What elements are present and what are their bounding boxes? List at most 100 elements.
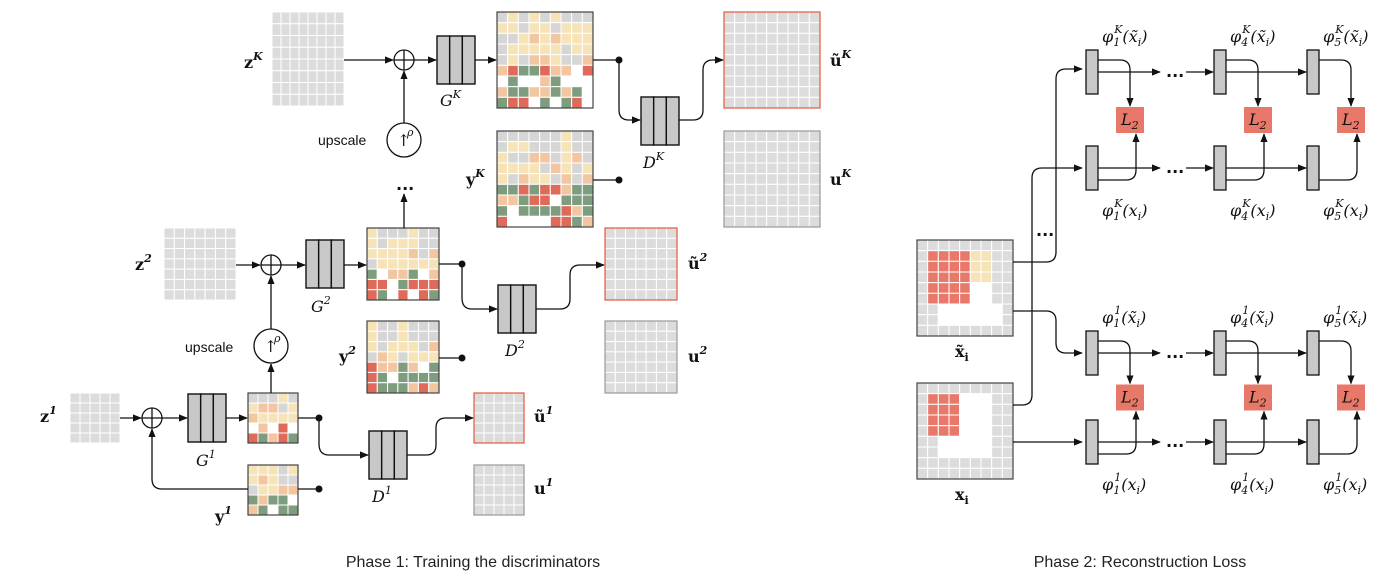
svg-text:φ4K(xi): φ4K(xi) bbox=[1230, 197, 1275, 223]
generated-heatmap-2 bbox=[367, 228, 439, 300]
label-D2: D2 bbox=[504, 338, 525, 360]
feature-block bbox=[1307, 420, 1319, 464]
l2-loss-box: L2 bbox=[1337, 107, 1365, 133]
noise-grid-z2 bbox=[164, 228, 236, 300]
discriminator-D1 bbox=[369, 431, 407, 479]
fake-output-grid-1 bbox=[474, 393, 524, 443]
input-image-x-tilde bbox=[917, 240, 1013, 336]
wire-tap2-D2 bbox=[462, 264, 497, 309]
real-heatmap-yK bbox=[497, 131, 593, 227]
label-z2: z2 bbox=[135, 252, 152, 274]
caption-phase2: Phase 2: Reconstruction Loss bbox=[1034, 554, 1247, 571]
label-x-tilde: x̃i bbox=[955, 342, 969, 364]
sum-node-1 bbox=[142, 408, 162, 428]
feature-block bbox=[1086, 331, 1098, 375]
svg-text:φ1K(xi): φ1K(xi) bbox=[1102, 197, 1147, 223]
label-upscale-2: upscale bbox=[185, 339, 233, 355]
svg-text:...: ... bbox=[1166, 432, 1184, 451]
label-x: xi bbox=[955, 485, 969, 507]
label-uK-fake: ũK bbox=[830, 48, 852, 70]
fake-output-grid-2 bbox=[605, 228, 677, 300]
noise-grid-z1 bbox=[70, 393, 120, 443]
l2-loss-box: L2 bbox=[1116, 385, 1144, 411]
feature-block bbox=[1307, 146, 1319, 190]
ellipsis-phase2-scales: ... bbox=[1036, 221, 1054, 240]
generator-G1 bbox=[188, 394, 226, 442]
wire-tap1-D1 bbox=[319, 418, 368, 455]
l2-loss-box: L2 bbox=[1116, 107, 1144, 133]
upscale-op-2: ↑ ρ bbox=[254, 329, 288, 363]
label-u1-real: u1 bbox=[534, 476, 553, 498]
label-upscale-K: upscale bbox=[318, 132, 366, 148]
svg-text:ρ: ρ bbox=[273, 332, 281, 345]
noise-grid-zK bbox=[272, 12, 344, 106]
label-GK: GK bbox=[440, 88, 462, 110]
wire-DK-out bbox=[679, 60, 723, 120]
real-output-grid-K bbox=[724, 131, 820, 227]
label-G1: G1 bbox=[196, 448, 216, 470]
wire-tapK-DK bbox=[619, 60, 640, 120]
caption-phase1: Phase 1: Training the discriminators bbox=[346, 554, 600, 571]
sum-node-2 bbox=[261, 255, 281, 275]
phase1-group: zK z2 z1 GK G2 G1 bbox=[40, 12, 852, 526]
svg-text:φ41(xi): φ41(xi) bbox=[1230, 471, 1274, 497]
svg-text:...: ... bbox=[1166, 343, 1184, 362]
feature-block bbox=[1086, 50, 1098, 94]
feature-extractor-scale-K: L2 φ1K(x̃i) φ1K(xi) L2 φ4K(x̃i) φ4K(xi) L2 φ5K(… bbox=[1086, 23, 1368, 223]
svg-text:φ5K(x̃i): φ5K(x̃i) bbox=[1323, 23, 1368, 49]
generated-heatmap-1 bbox=[248, 393, 298, 443]
feature-block bbox=[1214, 331, 1226, 375]
feature-block bbox=[1214, 146, 1226, 190]
wire-xreal-up bbox=[1013, 168, 1082, 405]
label-y2: y2 bbox=[338, 344, 356, 366]
feature-block bbox=[1307, 50, 1319, 94]
label-uK-real: uK bbox=[830, 167, 852, 189]
label-z1: z1 bbox=[40, 404, 57, 426]
feature-extractor-scale-1: L2 φ11(x̃i) φ11(xi) L2 φ41(x̃i) φ41(xi) L2 φ51(… bbox=[1086, 304, 1367, 497]
svg-text:φ4K(x̃i): φ4K(x̃i) bbox=[1230, 23, 1275, 49]
label-DK: DK bbox=[642, 150, 665, 172]
svg-text:...: ... bbox=[1166, 62, 1184, 81]
feature-block bbox=[1214, 420, 1226, 464]
wire-xtilde-scale1 bbox=[1013, 311, 1082, 353]
feature-block bbox=[1086, 146, 1098, 190]
wire-D2-out bbox=[536, 265, 604, 309]
svg-text:φ5K(xi): φ5K(xi) bbox=[1323, 197, 1368, 223]
l2-loss-box: L2 bbox=[1244, 107, 1272, 133]
label-G2: G2 bbox=[311, 294, 331, 316]
wire-D1-out bbox=[407, 418, 473, 455]
svg-text:φ1K(x̃i): φ1K(x̃i) bbox=[1102, 23, 1147, 49]
svg-text:φ51(x̃i): φ51(x̃i) bbox=[1323, 304, 1367, 330]
real-output-grid-1 bbox=[474, 465, 524, 515]
svg-text:ρ: ρ bbox=[406, 126, 414, 139]
feature-block bbox=[1086, 420, 1098, 464]
discriminator-D2 bbox=[498, 285, 536, 333]
feature-block bbox=[1307, 331, 1319, 375]
label-y1: y1 bbox=[214, 504, 232, 526]
svg-text:...: ... bbox=[1166, 158, 1184, 177]
svg-text:φ51(xi): φ51(xi) bbox=[1323, 471, 1367, 497]
real-output-grid-2 bbox=[605, 321, 677, 393]
phase2-group: x̃i xi ... L2 φ1K(x̃i) φ1K(xi) L2 φ4K(x̃i) φ4… bbox=[917, 23, 1368, 507]
upscale-op-K: ↑ ρ bbox=[387, 123, 421, 157]
l2-loss-box: L2 bbox=[1337, 385, 1365, 411]
discriminator-DK bbox=[641, 97, 679, 145]
label-zK: zK bbox=[244, 50, 263, 72]
label-u2-fake: ũ2 bbox=[688, 251, 708, 273]
label-yK: yK bbox=[465, 167, 485, 189]
svg-text:φ41(x̃i): φ41(x̃i) bbox=[1230, 304, 1274, 330]
fake-output-grid-K bbox=[724, 12, 820, 108]
label-D1: D1 bbox=[371, 484, 392, 506]
sum-node-K bbox=[394, 50, 414, 70]
input-image-x bbox=[917, 383, 1013, 479]
svg-text:φ11(xi): φ11(xi) bbox=[1102, 471, 1146, 497]
real-heatmap-y1 bbox=[248, 465, 298, 515]
feature-block bbox=[1214, 50, 1226, 94]
real-heatmap-y2 bbox=[367, 321, 439, 393]
label-u1-fake: ũ1 bbox=[534, 404, 553, 426]
generator-G2 bbox=[306, 240, 344, 288]
generated-heatmap-K bbox=[497, 12, 593, 108]
l2-loss-box: L2 bbox=[1244, 385, 1272, 411]
ellipsis-phase1: ... bbox=[396, 175, 414, 194]
